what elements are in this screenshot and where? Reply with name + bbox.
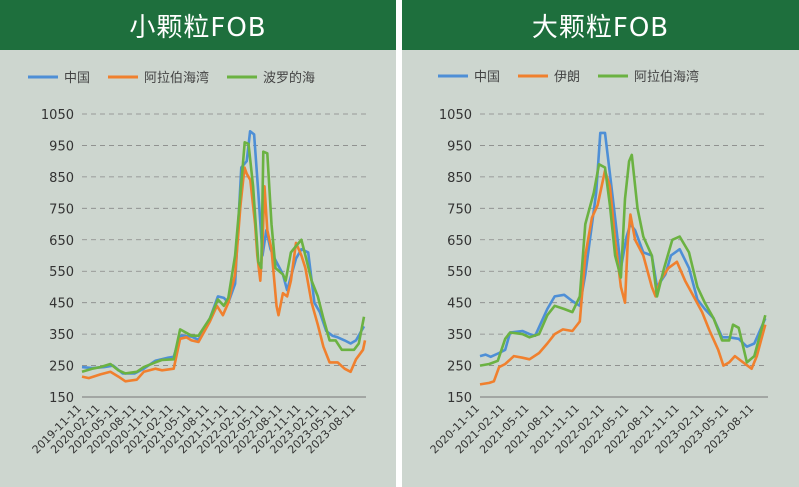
series-line: [81, 141, 366, 375]
y-tick-label: 550: [447, 265, 472, 280]
y-tick-label: 750: [49, 202, 74, 217]
y-tick-label: 350: [447, 328, 472, 343]
legend-label: 中国: [64, 71, 90, 86]
y-tick-label: 750: [447, 202, 472, 217]
y-tick-label: 650: [447, 234, 472, 249]
y-tick-label: 1050: [41, 108, 74, 123]
y-tick-label: 450: [49, 297, 74, 312]
y-tick-label: 550: [49, 265, 74, 280]
chart-svg: 中国 伊朗 阿拉伯海湾 150 250 350 450 550 650 750 850 950 1050…: [428, 69, 768, 456]
y-tick-label: 650: [49, 234, 74, 249]
y-tick-label: 250: [447, 360, 472, 375]
series-line: [81, 166, 367, 383]
y-tick-label: 850: [49, 171, 74, 186]
legend-label: 中国: [474, 70, 500, 85]
y-tick-label: 950: [447, 139, 472, 154]
chart-panel-large-granule: 大颗粒FOB 中国 伊朗 阿拉伯海湾 150 250 350 450 550 650 750 850…: [402, 0, 799, 487]
chart-title: 小颗粒FOB: [0, 0, 396, 50]
y-tick-label: 350: [49, 328, 74, 343]
y-tick-label: 450: [447, 297, 472, 312]
legend-label: 阿拉伯海湾: [144, 70, 209, 86]
y-tick-label: 1050: [439, 108, 472, 123]
legend-label: 阿拉伯海湾: [634, 69, 699, 85]
y-tick-label: 150: [447, 391, 472, 406]
series-line: [479, 131, 767, 359]
y-tick-label: 150: [49, 391, 74, 406]
series-line: [479, 153, 767, 367]
y-tick-label: 950: [49, 139, 74, 154]
legend-label: 伊朗: [554, 70, 580, 85]
y-tick-label: 850: [447, 171, 472, 186]
y-tick-label: 250: [49, 360, 74, 375]
chart-svg: 中国 阿拉伯海湾 波罗的海 150 250 350 450 550 650 750 850 950 10…: [28, 70, 367, 456]
chart-panel-small-granule: 小颗粒FOB 中国 阿拉伯海湾 波罗的海 150 250 350 450 550 650 750 8…: [0, 0, 396, 487]
series-line: [479, 169, 767, 386]
chart-title: 大颗粒FOB: [402, 0, 799, 50]
legend-label: 波罗的海: [263, 70, 315, 86]
